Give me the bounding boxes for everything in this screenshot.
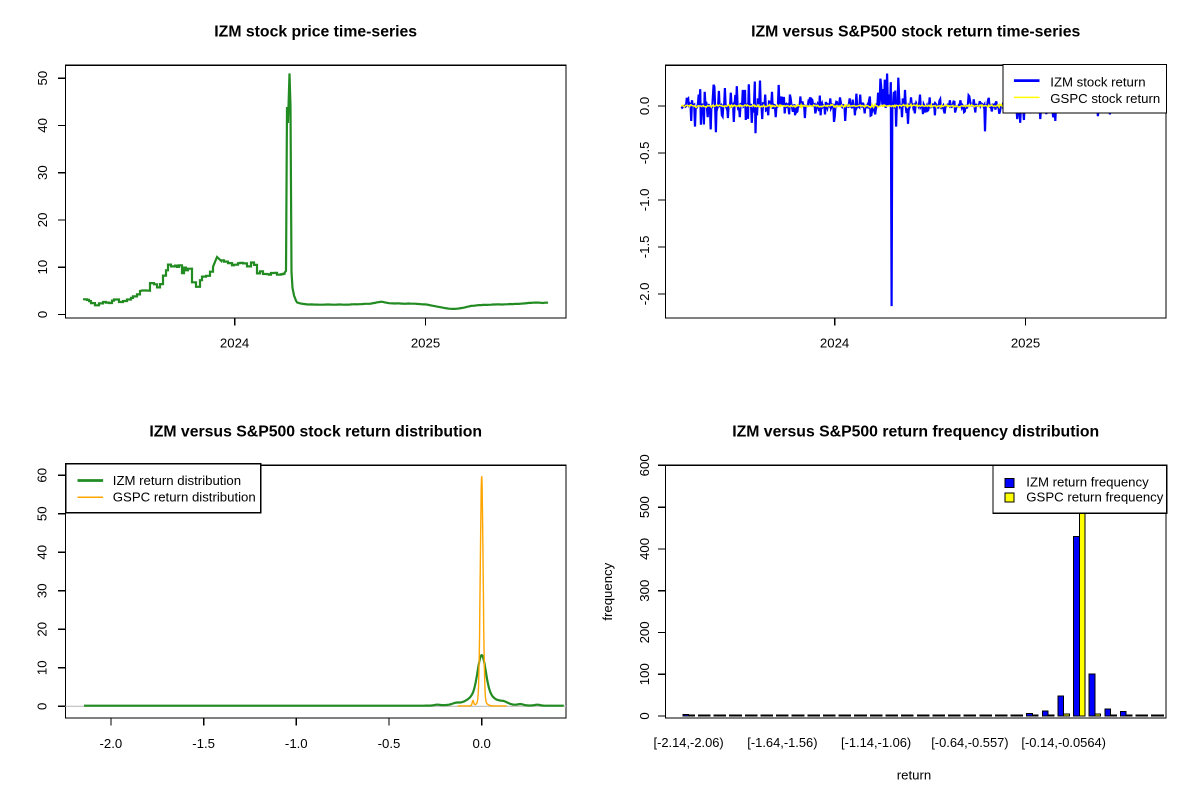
svg-text:500: 500 [637,496,652,518]
svg-text:50: 50 [35,506,50,521]
svg-text:2025: 2025 [411,336,440,351]
svg-text:100: 100 [637,663,652,685]
svg-text:[-2.14,-2.06): [-2.14,-2.06) [653,735,723,750]
svg-text:-0.5: -0.5 [637,142,652,165]
svg-text:[-0.14,-0.0564): [-0.14,-0.0564) [1021,735,1106,750]
svg-text:IZM stock return: IZM stock return [1050,74,1145,89]
svg-text:0: 0 [637,712,652,719]
svg-text:[-0.64,-0.557): [-0.64,-0.557) [931,735,1008,750]
svg-text:300: 300 [637,580,652,602]
svg-text:-1.0: -1.0 [285,736,308,751]
svg-text:600: 600 [637,454,652,476]
svg-text:50: 50 [35,71,50,86]
svg-text:60: 60 [35,468,50,483]
svg-text:0.0: 0.0 [637,97,652,115]
svg-text:return: return [897,768,931,783]
svg-text:-2.0: -2.0 [637,283,652,306]
svg-text:200: 200 [637,621,652,643]
svg-text:frequency: frequency [600,562,615,620]
svg-text:2024: 2024 [220,336,249,351]
svg-text:0.0: 0.0 [473,736,491,751]
svg-text:2025: 2025 [1011,336,1040,351]
svg-text:-1.5: -1.5 [192,736,215,751]
svg-text:GSPC return frequency: GSPC return frequency [1026,489,1163,504]
svg-text:40: 40 [35,545,50,560]
svg-text:2024: 2024 [820,336,849,351]
svg-text:-0.5: -0.5 [378,736,401,751]
svg-text:IZM versus S&P500 stock return: IZM versus S&P500 stock return time-seri… [751,24,1080,41]
svg-text:30: 30 [35,583,50,598]
svg-text:-1.5: -1.5 [637,236,652,259]
svg-text:20: 20 [35,622,50,637]
svg-text:IZM versus S&P500 stock return: IZM versus S&P500 stock return distribut… [149,424,482,441]
svg-text:400: 400 [637,538,652,560]
svg-text:-1.0: -1.0 [637,189,652,212]
svg-text:30: 30 [35,165,50,180]
svg-text:10: 10 [35,260,50,275]
svg-text:GSPC return distribution: GSPC return distribution [113,490,256,505]
svg-text:0: 0 [35,311,50,318]
svg-text:[-1.14,-1.06): [-1.14,-1.06) [841,735,911,750]
svg-text:0: 0 [35,703,50,710]
svg-text:GSPC stock return: GSPC stock return [1050,91,1160,106]
svg-text:IZM return frequency: IZM return frequency [1026,475,1149,490]
svg-text:IZM return distribution: IZM return distribution [113,473,241,488]
svg-text:IZM versus S&P500 return frequ: IZM versus S&P500 return frequency distr… [732,424,1099,441]
svg-text:[-1.64,-1.56): [-1.64,-1.56) [747,735,817,750]
svg-text:IZM stock price time-series: IZM stock price time-series [214,24,417,41]
svg-text:10: 10 [35,660,50,675]
svg-text:40: 40 [35,118,50,133]
svg-text:-2.0: -2.0 [100,736,123,751]
svg-text:20: 20 [35,213,50,228]
